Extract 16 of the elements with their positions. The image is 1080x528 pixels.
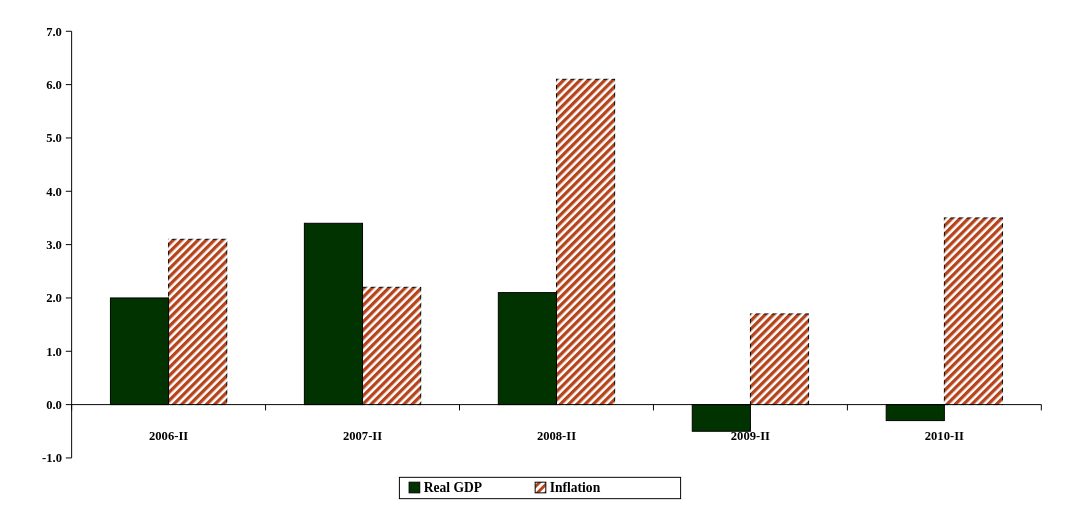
legend-label: Real GDP [423, 479, 483, 495]
y-tick-label: -1.0 [42, 451, 62, 466]
y-tick-label: 6.0 [46, 78, 62, 93]
x-tick-label: 2006-II [149, 428, 189, 443]
y-tick-label: 0.0 [46, 398, 62, 413]
x-tick-label: 2007-II [342, 428, 383, 443]
y-tick-label: 1.0 [46, 344, 62, 359]
x-tick-label: 2009-II [730, 428, 771, 443]
y-tick-label: 4.0 [46, 184, 62, 199]
text: Inflation [549, 479, 601, 495]
y-tick-label: 3.0 [46, 238, 62, 253]
y-tick-label: 5.0 [46, 131, 62, 146]
y-tick-label: 7.0 [46, 24, 62, 39]
x-tick-label: 2008-II [536, 428, 577, 443]
y-tick-label: 2.0 [46, 291, 62, 306]
x-tick-label: 2010-II [924, 428, 965, 443]
